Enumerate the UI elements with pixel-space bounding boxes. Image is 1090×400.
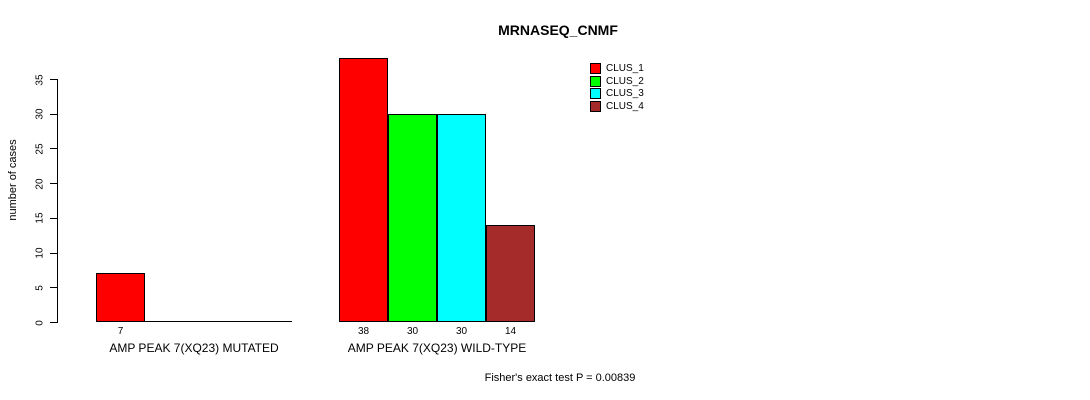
bar-clus_2-group2	[388, 113, 437, 322]
legend-item: CLUS_2	[590, 75, 644, 88]
zero-height-bar-clus_2-group1	[145, 321, 194, 322]
y-tick-label: 20	[34, 178, 46, 190]
x-category-label: AMP PEAK 7(XQ23) WILD-TYPE	[347, 341, 527, 355]
x-category-label: AMP PEAK 7(XQ23) MUTATED	[109, 341, 279, 355]
clus_2-color-swatch	[590, 75, 601, 87]
y-tick	[50, 113, 57, 115]
clus_4-color-swatch	[590, 100, 601, 112]
legend-label: CLUS_3	[606, 88, 644, 100]
y-axis-line	[57, 79, 58, 323]
legend-item: CLUS_4	[590, 100, 644, 113]
y-tick-label: 35	[34, 73, 46, 86]
bar-value-label: 30	[406, 326, 419, 337]
y-tick-label: 25	[34, 143, 46, 155]
clus_1-color-swatch	[590, 62, 601, 74]
legend: CLUS_1 CLUS_2 CLUS_3 CLUS_4	[590, 62, 644, 113]
legend-item: CLUS_3	[590, 87, 644, 100]
y-tick-label: 15	[34, 212, 46, 224]
bar-value-label: 7	[117, 326, 124, 337]
zero-height-bar-clus_3-group1	[194, 321, 243, 322]
y-tick-label: 10	[34, 247, 46, 259]
y-tick	[50, 287, 57, 289]
bar-value-label: 38	[357, 326, 370, 337]
y-tick-label: 5	[34, 285, 46, 291]
bar-value-label: 30	[455, 326, 468, 337]
bar-clus_1-group1	[96, 273, 145, 322]
y-tick	[50, 217, 57, 219]
y-tick	[50, 148, 57, 150]
y-tick	[50, 252, 57, 254]
bar-clus_4-group2	[486, 224, 535, 322]
chart-title: MRNASEQ_CNMF	[498, 22, 618, 38]
clus_3-color-swatch	[590, 88, 601, 100]
y-tick-label: 0	[34, 319, 46, 326]
y-tick-label: 30	[34, 108, 46, 120]
y-tick	[50, 322, 57, 323]
y-tick	[50, 79, 57, 80]
legend-item: CLUS_1	[590, 62, 644, 75]
legend-label: CLUS_4	[606, 100, 644, 112]
bar-clus_1-group2	[339, 58, 388, 322]
bar-clus_3-group2	[437, 113, 486, 322]
zero-height-bar-clus_4-group1	[243, 321, 292, 322]
bar-value-label: 14	[504, 326, 517, 337]
legend-label: CLUS_1	[606, 62, 644, 74]
y-tick	[50, 183, 57, 185]
fisher-test-note: Fisher's exact test P = 0.00839	[484, 372, 636, 384]
legend-label: CLUS_2	[606, 75, 644, 87]
